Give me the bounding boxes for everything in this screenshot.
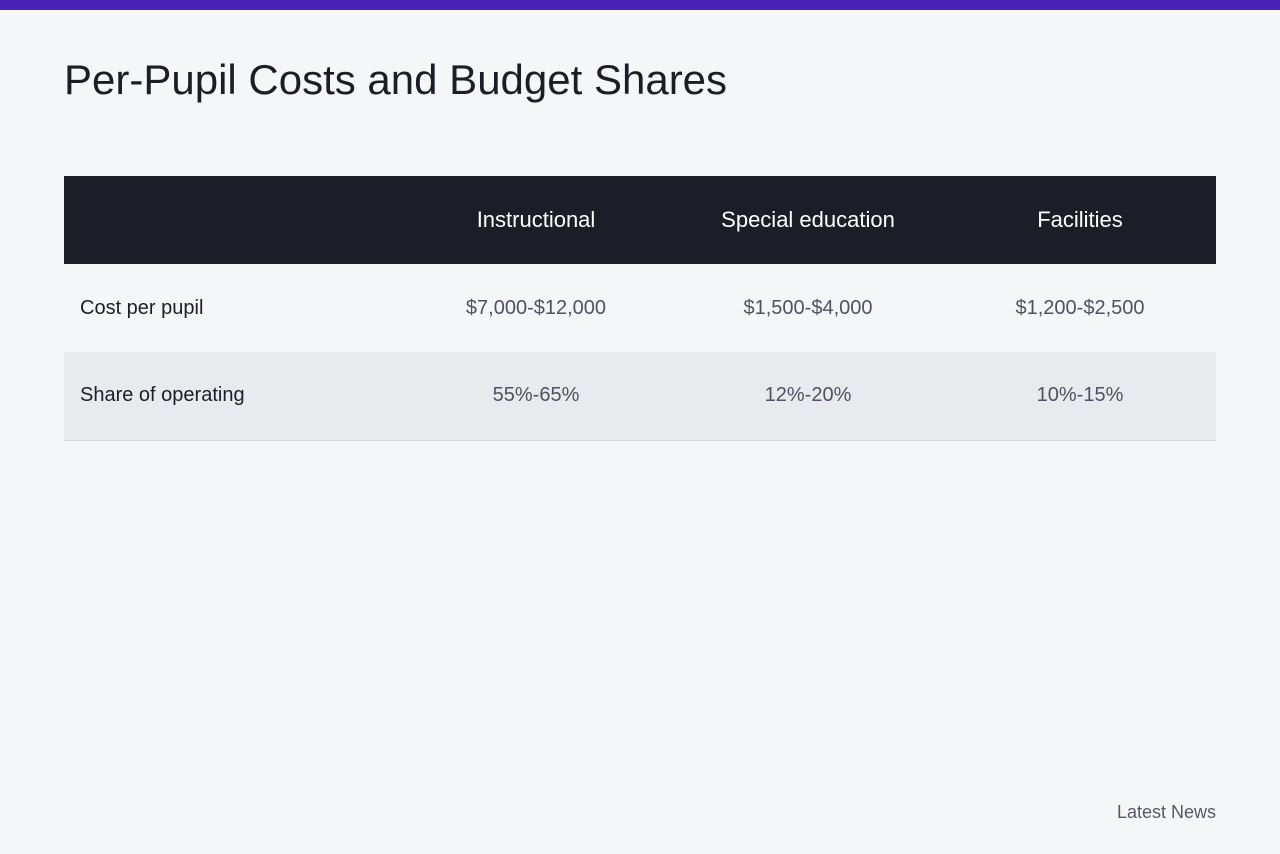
column-header-instructional: Instructional <box>476 207 596 232</box>
table-header-row: Instructional Special education Faciliti… <box>64 176 1216 264</box>
row-label: Cost per pupil <box>80 296 204 319</box>
accent-bar <box>0 0 1280 10</box>
table-cell: $1,500-$4,000 <box>743 296 873 319</box>
table-cell: 55%-65% <box>492 384 580 407</box>
table-cell: 10%-15% <box>1036 384 1124 407</box>
table-body: Cost per pupil $7,000-$12,000 $1,500-$4,… <box>64 264 1216 440</box>
page-title: Per-Pupil Costs and Budget Shares <box>64 56 728 103</box>
cost-table: Instructional Special education Faciliti… <box>64 176 1216 441</box>
table-header: Instructional Special education Faciliti… <box>64 176 1216 264</box>
table-cell: $1,200-$2,500 <box>1015 296 1145 319</box>
column-header-empty <box>64 176 400 264</box>
column-header-special-education: Special education <box>721 207 895 232</box>
table-row: Share of operating 55%-65% 12%-20% 10%-1… <box>64 352 1216 440</box>
table-cell: 12%-20% <box>764 384 852 407</box>
table-cell: $7,000-$12,000 <box>465 296 607 319</box>
latest-news-link[interactable]: Latest News <box>1116 802 1216 822</box>
row-label: Share of operating <box>80 384 245 407</box>
column-header-facilities: Facilities <box>1037 207 1123 232</box>
table-row: Cost per pupil $7,000-$12,000 $1,500-$4,… <box>64 264 1216 352</box>
